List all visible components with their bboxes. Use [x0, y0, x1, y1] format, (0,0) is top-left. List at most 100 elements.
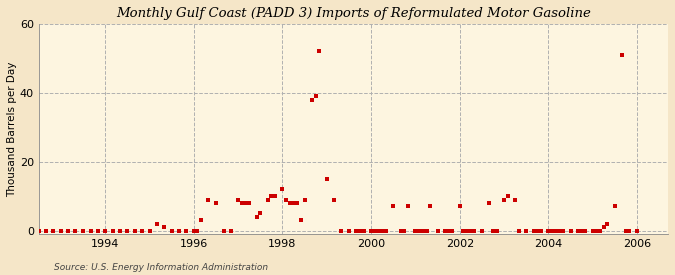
Point [244, 201, 254, 205]
Point [310, 94, 321, 98]
Point [410, 228, 421, 233]
Point [78, 228, 88, 233]
Point [100, 228, 111, 233]
Point [292, 201, 302, 205]
Point [173, 228, 184, 233]
Point [547, 228, 558, 233]
Point [269, 194, 280, 198]
Point [92, 228, 103, 233]
Point [55, 228, 66, 233]
Point [266, 194, 277, 198]
Title: Monthly Gulf Coast (PADD 3) Imports of Reformulated Motor Gasoline: Monthly Gulf Coast (PADD 3) Imports of R… [116, 7, 591, 20]
Point [502, 194, 513, 198]
Point [188, 228, 199, 233]
Point [447, 228, 458, 233]
Point [366, 228, 377, 233]
Point [543, 228, 554, 233]
Point [535, 228, 546, 233]
Point [306, 97, 317, 102]
Point [299, 197, 310, 202]
Text: Source: U.S. Energy Information Administration: Source: U.S. Energy Information Administ… [54, 263, 268, 272]
Point [288, 201, 299, 205]
Point [115, 228, 126, 233]
Point [418, 228, 429, 233]
Point [414, 228, 425, 233]
Point [580, 228, 591, 233]
Point [41, 228, 52, 233]
Point [554, 228, 565, 233]
Point [551, 228, 562, 233]
Point [358, 228, 369, 233]
Point [166, 228, 177, 233]
Point [399, 228, 410, 233]
Point [487, 228, 498, 233]
Point [439, 228, 450, 233]
Point [591, 228, 601, 233]
Point [107, 228, 118, 233]
Point [152, 221, 163, 226]
Point [236, 201, 247, 205]
Point [402, 204, 413, 209]
Point [122, 228, 133, 233]
Point [48, 228, 59, 233]
Point [396, 228, 406, 233]
Point [610, 204, 620, 209]
Point [329, 197, 340, 202]
Point [377, 228, 387, 233]
Point [529, 228, 539, 233]
Point [211, 201, 221, 205]
Point [617, 53, 628, 57]
Point [532, 228, 543, 233]
Point [373, 228, 384, 233]
Point [33, 228, 44, 233]
Point [466, 228, 477, 233]
Point [344, 228, 354, 233]
Point [602, 221, 613, 226]
Point [484, 201, 495, 205]
Point [599, 225, 610, 229]
Point [85, 228, 96, 233]
Point [225, 228, 236, 233]
Point [380, 228, 391, 233]
Point [159, 225, 169, 229]
Point [336, 228, 347, 233]
Point [281, 197, 292, 202]
Point [369, 228, 380, 233]
Point [218, 228, 229, 233]
Point [454, 204, 465, 209]
Point [285, 201, 296, 205]
Point [499, 197, 510, 202]
Point [565, 228, 576, 233]
Point [321, 177, 332, 181]
Point [63, 228, 74, 233]
Point [181, 228, 192, 233]
Point [255, 211, 266, 216]
Point [240, 201, 251, 205]
Point [26, 228, 36, 233]
Point [351, 228, 362, 233]
Point [314, 49, 325, 54]
Point [595, 228, 605, 233]
Point [388, 204, 399, 209]
Point [425, 204, 435, 209]
Point [233, 197, 244, 202]
Point [491, 228, 502, 233]
Point [510, 197, 520, 202]
Point [587, 228, 598, 233]
Point [558, 228, 568, 233]
Point [296, 218, 306, 222]
Point [576, 228, 587, 233]
Point [70, 228, 81, 233]
Point [469, 228, 480, 233]
Point [572, 228, 583, 233]
Point [458, 228, 468, 233]
Point [513, 228, 524, 233]
Point [136, 228, 147, 233]
Point [196, 218, 207, 222]
Point [421, 228, 432, 233]
Point [263, 197, 273, 202]
Y-axis label: Thousand Barrels per Day: Thousand Barrels per Day [7, 61, 17, 197]
Point [144, 228, 155, 233]
Point [251, 214, 262, 219]
Point [130, 228, 140, 233]
